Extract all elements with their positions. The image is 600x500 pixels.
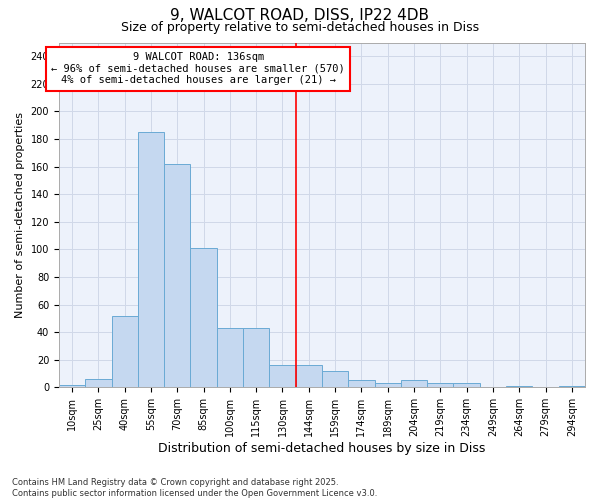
Bar — [190, 248, 217, 388]
Bar — [243, 328, 269, 388]
Bar — [296, 366, 322, 388]
Bar — [322, 371, 348, 388]
Bar — [401, 380, 427, 388]
Bar — [374, 383, 401, 388]
Bar — [138, 132, 164, 388]
Text: 9 WALCOT ROAD: 136sqm
← 96% of semi-detached houses are smaller (570)
4% of semi: 9 WALCOT ROAD: 136sqm ← 96% of semi-deta… — [52, 52, 345, 86]
Text: Contains HM Land Registry data © Crown copyright and database right 2025.
Contai: Contains HM Land Registry data © Crown c… — [12, 478, 377, 498]
Bar — [59, 384, 85, 388]
Bar — [506, 386, 532, 388]
Bar — [348, 380, 374, 388]
Text: Size of property relative to semi-detached houses in Diss: Size of property relative to semi-detach… — [121, 21, 479, 34]
Bar — [217, 328, 243, 388]
Bar — [269, 366, 296, 388]
X-axis label: Distribution of semi-detached houses by size in Diss: Distribution of semi-detached houses by … — [158, 442, 485, 455]
Y-axis label: Number of semi-detached properties: Number of semi-detached properties — [15, 112, 25, 318]
Bar — [559, 386, 585, 388]
Bar — [85, 379, 112, 388]
Bar — [112, 316, 138, 388]
Bar — [164, 164, 190, 388]
Text: 9, WALCOT ROAD, DISS, IP22 4DB: 9, WALCOT ROAD, DISS, IP22 4DB — [170, 8, 430, 22]
Bar — [427, 383, 454, 388]
Bar — [454, 383, 480, 388]
